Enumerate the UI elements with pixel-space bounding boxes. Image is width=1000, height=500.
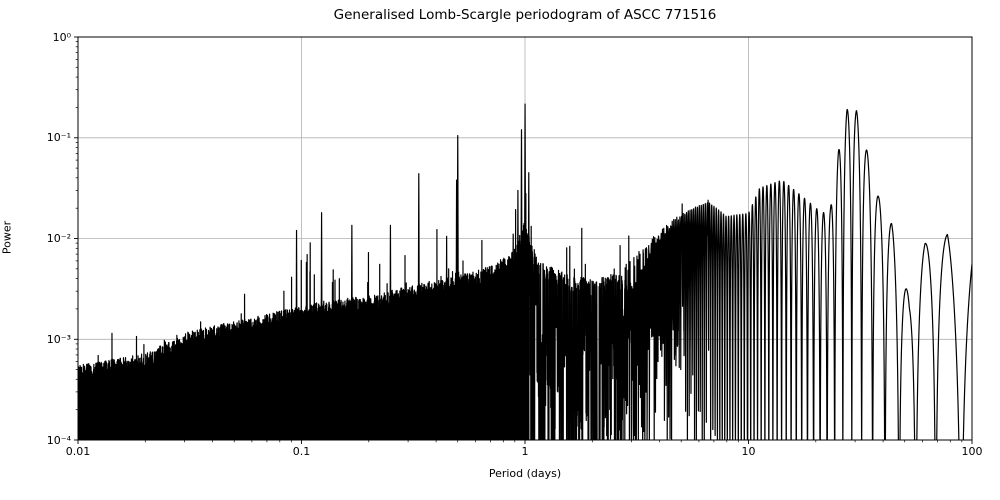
x-tick-label: 1	[521, 445, 529, 458]
x-tick-label: 100	[961, 445, 983, 458]
periodogram-series	[78, 103, 972, 440]
x-tick-label: 0.01	[65, 445, 91, 458]
x-axis-label: Period (days)	[488, 467, 562, 480]
x-tick-label: 10	[741, 445, 756, 458]
y-tick-label: 10⁻³	[46, 332, 71, 346]
y-tick-label: 10⁻¹	[46, 131, 71, 145]
plot-border	[77, 36, 973, 441]
y-tick-label: 10⁰	[52, 30, 71, 44]
chart-title: Generalised Lomb-Scargle periodogram of …	[333, 7, 717, 23]
y-tick-label: 10⁻⁴	[46, 433, 71, 447]
axis-ticks	[74, 36, 973, 444]
y-tick-label: 10⁻²	[46, 232, 71, 245]
x-tick-label: 0.1	[292, 445, 311, 458]
